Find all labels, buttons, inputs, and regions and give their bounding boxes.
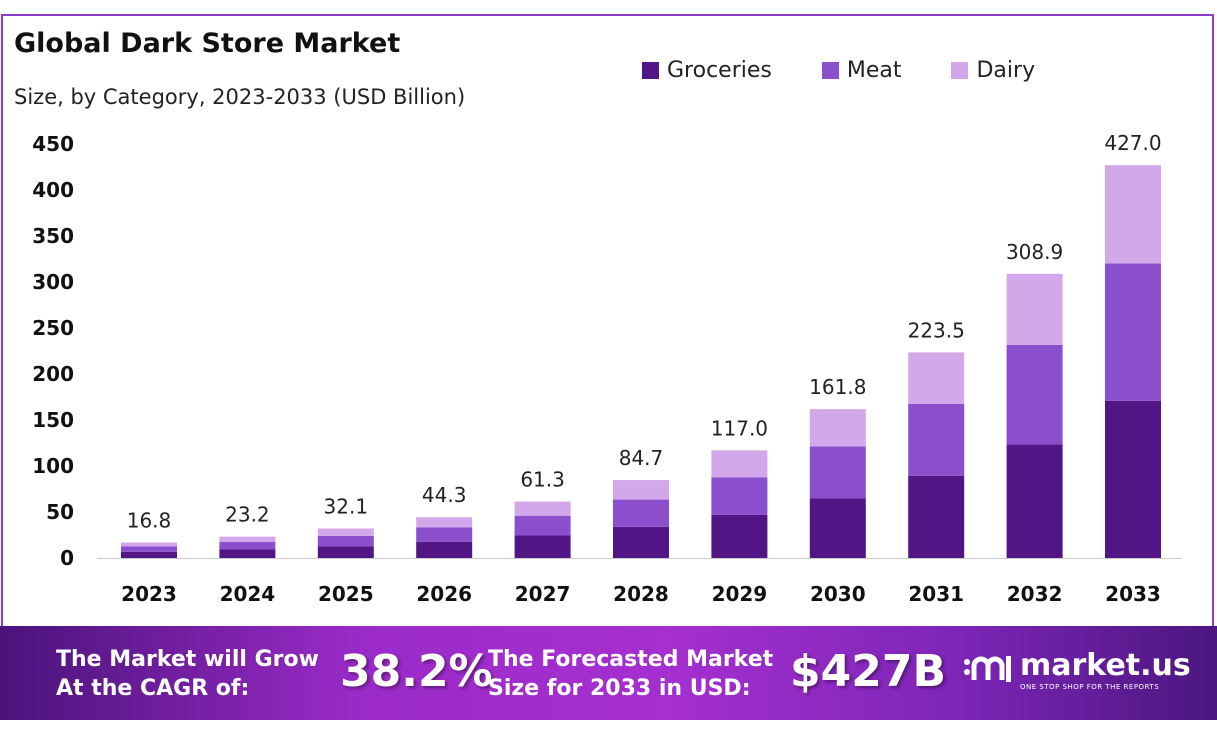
y-tick-label: 150	[32, 408, 74, 432]
y-tick-label: 0	[60, 546, 74, 570]
y-tick-label: 350	[32, 224, 74, 248]
legend-label: Groceries	[667, 58, 772, 83]
market-us-logo: market.us ONE STOP SHOP FOR THE REPORTS	[962, 648, 1191, 691]
bar-segment-groceries-2026	[416, 541, 473, 558]
x-tick-label: 2030	[810, 582, 866, 606]
legend-label: Dairy	[976, 58, 1036, 83]
bar-segment-groceries-2029	[711, 514, 768, 558]
data-label-2033: 427.0	[1104, 131, 1161, 155]
bar-segment-dairy-2033	[1105, 165, 1161, 264]
x-tick-label: 2033	[1105, 582, 1161, 606]
legend-item-dairy: Dairy	[951, 58, 1035, 83]
y-tick-label: 400	[32, 178, 74, 202]
x-tick-label: 2032	[1007, 582, 1063, 606]
footer-banner: The Market will Grow At the CAGR of: 38.…	[0, 626, 1217, 720]
bar-segment-groceries-2023	[121, 551, 177, 558]
bar-segment-dairy-2029	[711, 450, 768, 478]
bar-segment-meat-2026	[416, 527, 473, 542]
bar-segment-dairy-2026	[416, 517, 473, 528]
bar-segment-groceries-2033	[1105, 400, 1161, 558]
bar-segment-dairy-2024	[219, 536, 276, 542]
y-tick-label: 300	[32, 270, 74, 294]
legend-swatch	[951, 62, 969, 79]
data-label-2025: 32.1	[324, 494, 369, 518]
x-tick-label: 2031	[908, 582, 964, 606]
bar-segment-dairy-2027	[514, 501, 571, 516]
x-tick-label: 2026	[416, 582, 472, 606]
logo-name: market.us	[1020, 648, 1191, 683]
logo-tagline: ONE STOP SHOP FOR THE REPORTS	[1020, 683, 1160, 691]
bar-segment-meat-2024	[219, 541, 276, 550]
bar-segment-meat-2025	[317, 535, 374, 547]
bar-segment-groceries-2024	[219, 549, 276, 558]
data-label-2023: 16.8	[127, 509, 172, 533]
bar-segment-meat-2028	[613, 499, 669, 527]
bar-segment-meat-2023	[121, 546, 177, 552]
data-label-2028: 84.7	[619, 446, 664, 470]
data-label-2027: 61.3	[520, 468, 565, 492]
bar-segment-dairy-2030	[809, 409, 866, 447]
data-label-2029: 117.0	[711, 416, 768, 440]
bar-segment-dairy-2023	[121, 542, 177, 547]
x-tick-label: 2023	[121, 582, 177, 606]
chart-frame	[1, 14, 1214, 626]
bar-segment-dairy-2032	[1006, 273, 1063, 345]
forecast-label-line2: Size for 2033 in USD:	[488, 676, 751, 701]
bar-segment-meat-2031	[908, 403, 965, 476]
x-tick-label: 2027	[515, 582, 571, 606]
bar-segment-meat-2029	[711, 477, 768, 515]
x-tick-label: 2024	[220, 582, 276, 606]
legend-swatch	[821, 62, 839, 79]
y-tick-label: 100	[32, 454, 74, 478]
cagr-value: 38.2%	[340, 646, 493, 697]
legend-item-groceries: Groceries	[642, 58, 772, 83]
bar-segment-meat-2033	[1105, 263, 1161, 401]
forecast-label-line1: The Forecasted Market	[488, 647, 774, 672]
bar-segment-groceries-2030	[809, 498, 866, 558]
logo-icon	[964, 655, 1011, 682]
data-label-2024: 23.2	[225, 503, 270, 527]
y-tick-label: 250	[32, 316, 74, 340]
bar-chart: 0 50 100 150 200 250 300 350 400 450 16.8 2023 23.2 2…	[32, 131, 1182, 606]
cagr-label-line2: At the CAGR of:	[56, 676, 250, 701]
data-label-2026: 44.3	[422, 483, 467, 507]
y-tick-label: 450	[32, 132, 74, 156]
y-tick-label: 50	[46, 500, 74, 524]
legend-label: Meat	[846, 58, 902, 83]
legend-item-meat: Meat	[821, 58, 902, 83]
bar-segment-dairy-2031	[908, 352, 965, 404]
cagr-label-line1: The Market will Grow	[56, 647, 319, 672]
legend: Groceries Meat Dairy	[642, 58, 1035, 83]
data-label-2032: 308.9	[1006, 240, 1063, 264]
bar-segment-groceries-2032	[1006, 444, 1063, 558]
bar-segment-groceries-2027	[514, 535, 571, 558]
bar-segment-dairy-2028	[613, 480, 669, 500]
legend-swatch	[642, 62, 659, 79]
bar-segment-meat-2032	[1006, 344, 1063, 445]
bar-segment-groceries-2025	[317, 546, 374, 558]
bar-segment-dairy-2025	[317, 528, 374, 536]
chart-subtitle: Size, by Category, 2023-2033 (USD Billio…	[14, 85, 466, 109]
data-label-2030: 161.8	[809, 375, 866, 399]
y-tick-label: 200	[32, 362, 74, 386]
bar-segment-groceries-2028	[613, 526, 669, 558]
bar-segment-groceries-2031	[908, 475, 965, 558]
bar-segment-meat-2030	[809, 446, 866, 499]
bar-segment-meat-2027	[514, 515, 571, 536]
x-tick-label: 2025	[318, 582, 374, 606]
x-tick-label: 2029	[712, 582, 768, 606]
x-tick-label: 2028	[613, 582, 669, 606]
chart-title: Global Dark Store Market	[14, 28, 401, 59]
forecast-value: $427B	[790, 646, 946, 697]
data-label-2031: 223.5	[908, 318, 965, 342]
